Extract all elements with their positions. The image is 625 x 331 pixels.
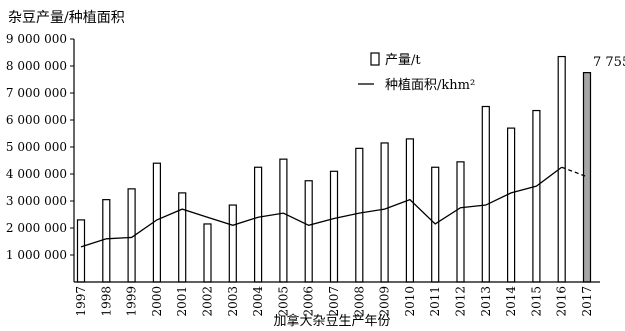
x-axis-label: 加拿大杂豆生产年份 [273, 313, 390, 329]
x-tick-label: 2015 [529, 286, 543, 317]
x-tick-label: 2008 [352, 286, 366, 317]
x-tick-label: 2013 [479, 286, 493, 317]
x-axis: 1997 1998 1999 2000 2001 2002 2003 2004 2005 2006… [74, 281, 600, 317]
bar [76, 219, 86, 283]
bar [380, 142, 389, 283]
x-tick-label: 1997 [74, 286, 88, 317]
x-tick-label: 2011 [428, 286, 442, 317]
bar [355, 147, 364, 283]
bar [279, 158, 288, 283]
bar [178, 192, 187, 283]
y-tick-label: 4 000 000 [6, 167, 67, 181]
bar [456, 161, 465, 283]
bar [405, 138, 414, 283]
y-tick-label: 5 000 000 [6, 140, 67, 154]
y-tick-label: 3 000 000 [6, 194, 67, 208]
bar [507, 127, 516, 283]
x-tick-label: 2012 [454, 286, 468, 317]
last-bar-annotation: 7 755 000 [593, 55, 625, 70]
bar [532, 109, 541, 283]
y-tick-label: 9 000 000 [6, 32, 67, 46]
x-tick-label: 2005 [276, 286, 290, 317]
bar [228, 204, 237, 283]
bar [254, 166, 263, 283]
bar-series [76, 55, 592, 283]
bar [329, 170, 339, 283]
x-tick-label: 2002 [201, 286, 215, 317]
x-tick-label: 2010 [403, 286, 417, 317]
y-axis: 1 000 000 2 000 000 3 000 000 4 000 000 5 00… [6, 32, 75, 282]
bar [481, 105, 490, 283]
legend-line-label: 种植面积/khm² [385, 78, 475, 93]
bar [152, 162, 161, 283]
x-tick-label: 2003 [226, 286, 240, 317]
x-tick-label: 2001 [175, 286, 189, 317]
y-tick-label: 2 000 000 [6, 221, 67, 235]
line-series [80, 166, 588, 248]
legend-bar-swatch [370, 52, 380, 66]
bar [304, 180, 313, 283]
x-tick-label: 2006 [302, 286, 316, 317]
area-line [80, 166, 563, 248]
x-tick-label: 2000 [150, 286, 164, 317]
y-tick-label: 8 000 000 [6, 59, 67, 73]
area-line-projection [561, 166, 588, 178]
x-tick-label: 1999 [125, 286, 139, 317]
x-tick-label: 2014 [504, 286, 518, 317]
bar [582, 72, 592, 283]
x-tick-label: 2007 [327, 286, 341, 317]
legend: 产量/t 种植面积/khm² [358, 52, 475, 93]
y-tick-label: 7 000 000 [6, 86, 67, 100]
y-tick-label: 6 000 000 [6, 113, 67, 127]
x-tick-label: 2016 [555, 286, 569, 317]
x-tick-label: 2017 [580, 286, 594, 317]
legend-bar-label: 产量/t [385, 53, 421, 68]
y-tick-label: 1 000 000 [6, 248, 67, 262]
bar [102, 199, 111, 283]
x-tick-label: 1998 [99, 286, 113, 317]
x-tick-label: 2004 [251, 286, 265, 317]
bar [203, 223, 212, 283]
y-axis-title: 杂豆产量/种植面积 [8, 10, 125, 26]
x-tick-label: 2009 [378, 286, 392, 317]
